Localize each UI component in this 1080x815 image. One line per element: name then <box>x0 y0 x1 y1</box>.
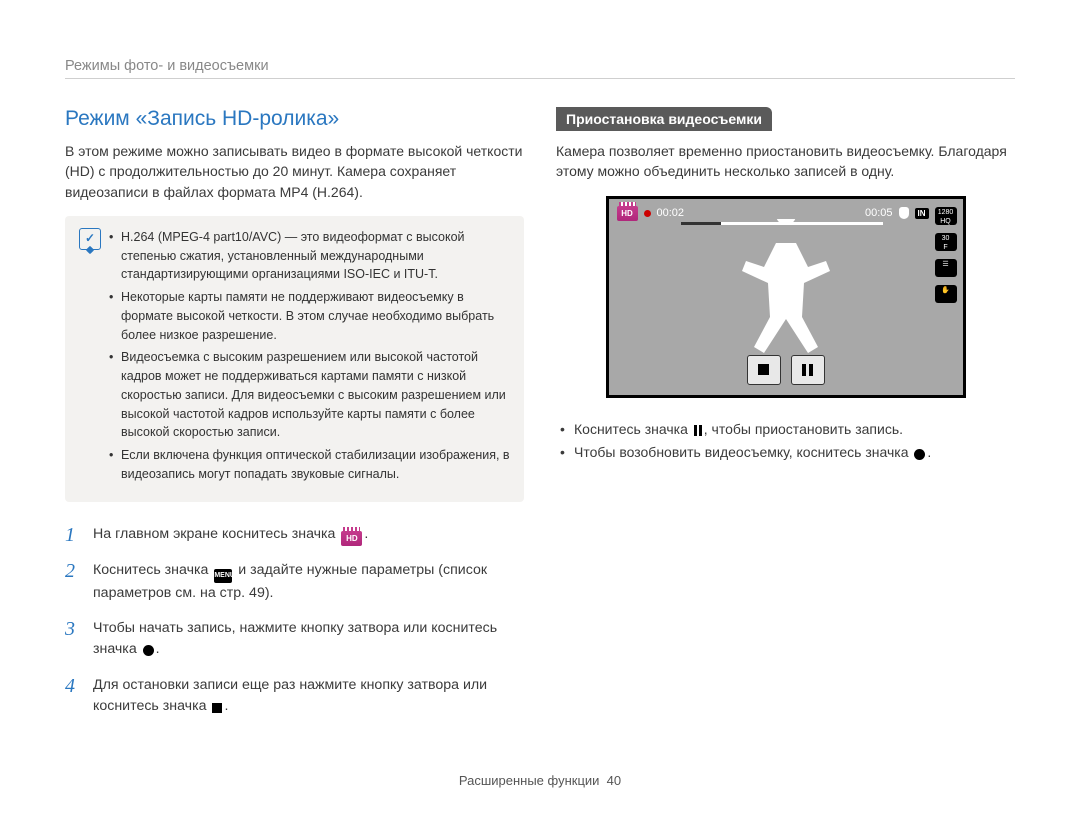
record-icon <box>143 645 154 656</box>
resolution-badge: 1280HQ <box>935 207 957 225</box>
step-number: 2 <box>65 560 81 604</box>
subject-silhouette <box>731 219 841 359</box>
note-list: H.264 (MPEG-4 part10/AVC) — это видеофор… <box>109 228 510 488</box>
camera-lcd-preview: HD 00:02 00:05 IN 1280HQ 30F ☰ ✋ <box>606 196 966 398</box>
setting-badge-icon: ☰ <box>935 259 957 277</box>
lcd-pause-button[interactable] <box>791 355 825 385</box>
hd-movie-icon: HD <box>341 531 362 546</box>
stop-icon <box>212 703 222 713</box>
step-text: Коснитесь значка MENU и задайте нужные п… <box>93 560 524 604</box>
step-number: 3 <box>65 618 81 661</box>
left-column: Режим «Запись HD-ролика» В этом режиме м… <box>65 107 524 717</box>
step-text-part: . <box>364 526 368 542</box>
elapsed-time: 00:02 <box>657 207 685 219</box>
menu-icon: MENU <box>214 569 232 583</box>
record-indicator-icon <box>644 210 651 217</box>
right-heading: Приостановка видеосъемки <box>556 107 772 131</box>
pause-icon <box>694 425 702 436</box>
step-4: 4 Для остановки записи еще раз нажмите к… <box>65 675 524 718</box>
step-number: 4 <box>65 675 81 718</box>
step-text-part: Для остановки записи еще раз нажмите кно… <box>93 677 487 714</box>
step-1: 1 На главном экране коснитесь значка HD. <box>65 524 524 546</box>
footer-page: 40 <box>607 773 621 788</box>
step-text-part: . <box>156 641 160 657</box>
step-number: 1 <box>65 524 81 546</box>
pause-icon <box>802 364 813 376</box>
lcd-buttons <box>747 355 825 385</box>
step-text-part: Коснитесь значка <box>93 562 212 578</box>
step-text: Для остановки записи еще раз нажмите кно… <box>93 675 524 718</box>
note-item: Если включена функция оптической стабили… <box>109 446 510 484</box>
right-column: Приостановка видеосъемки Камера позволяе… <box>556 107 1015 717</box>
text-part: . <box>927 444 931 460</box>
step-text-part: На главном экране коснитесь значка <box>93 526 339 542</box>
intro-text: В этом режиме можно записывать видео в ф… <box>65 141 524 202</box>
hd-badge-icon: HD <box>617 206 638 221</box>
lcd-progress-fill <box>681 222 721 225</box>
note-item: Видеосъемка с высоким разрешением или вы… <box>109 348 510 442</box>
note-box: ✓ H.264 (MPEG-4 part10/AVC) — это видеоф… <box>65 216 524 502</box>
mic-icon <box>899 207 909 219</box>
instruction-item: Чтобы возобновить видеосъемку, коснитесь… <box>560 441 1015 465</box>
step-2: 2 Коснитесь значка MENU и задайте нужные… <box>65 560 524 604</box>
instruction-item: Коснитесь значка , чтобы приостановить з… <box>560 418 1015 442</box>
text-part: Чтобы возобновить видеосъемку, коснитесь… <box>574 444 912 460</box>
note-icon: ✓ <box>79 228 101 250</box>
footer-section: Расширенные функции <box>459 773 600 788</box>
step-3: 3 Чтобы начать запись, нажмите кнопку за… <box>65 618 524 661</box>
content-columns: Режим «Запись HD-ролика» В этом режиме м… <box>65 107 1015 717</box>
text-part: Коснитесь значка <box>574 421 692 437</box>
total-time: 00:05 <box>865 207 893 219</box>
right-intro: Камера позволяет временно приостановить … <box>556 141 1015 182</box>
stop-icon <box>758 364 769 375</box>
fps-badge: 30F <box>935 233 957 251</box>
text-part: , чтобы приостановить запись. <box>704 421 903 437</box>
step-text: На главном экране коснитесь значка HD. <box>93 524 368 546</box>
page-title: Режим «Запись HD-ролика» <box>65 107 524 131</box>
note-item: Некоторые карты памяти не поддерживают в… <box>109 288 510 344</box>
stabilizer-badge-icon: ✋ <box>935 285 957 303</box>
record-icon <box>914 449 925 460</box>
page-footer: Расширенные функции 40 <box>0 773 1080 788</box>
storage-badge: IN <box>915 208 929 219</box>
pause-instructions: Коснитесь значка , чтобы приостановить з… <box>556 418 1015 466</box>
lcd-stop-button[interactable] <box>747 355 781 385</box>
note-item: H.264 (MPEG-4 part10/AVC) — это видеофор… <box>109 228 510 284</box>
steps-list: 1 На главном экране коснитесь значка HD.… <box>65 524 524 717</box>
step-text-part: . <box>224 698 228 714</box>
step-text: Чтобы начать запись, нажмите кнопку затв… <box>93 618 524 661</box>
breadcrumb: Режимы фото- и видеосъемки <box>65 58 1015 79</box>
lcd-right-icons: 1280HQ 30F ☰ ✋ <box>935 207 957 303</box>
